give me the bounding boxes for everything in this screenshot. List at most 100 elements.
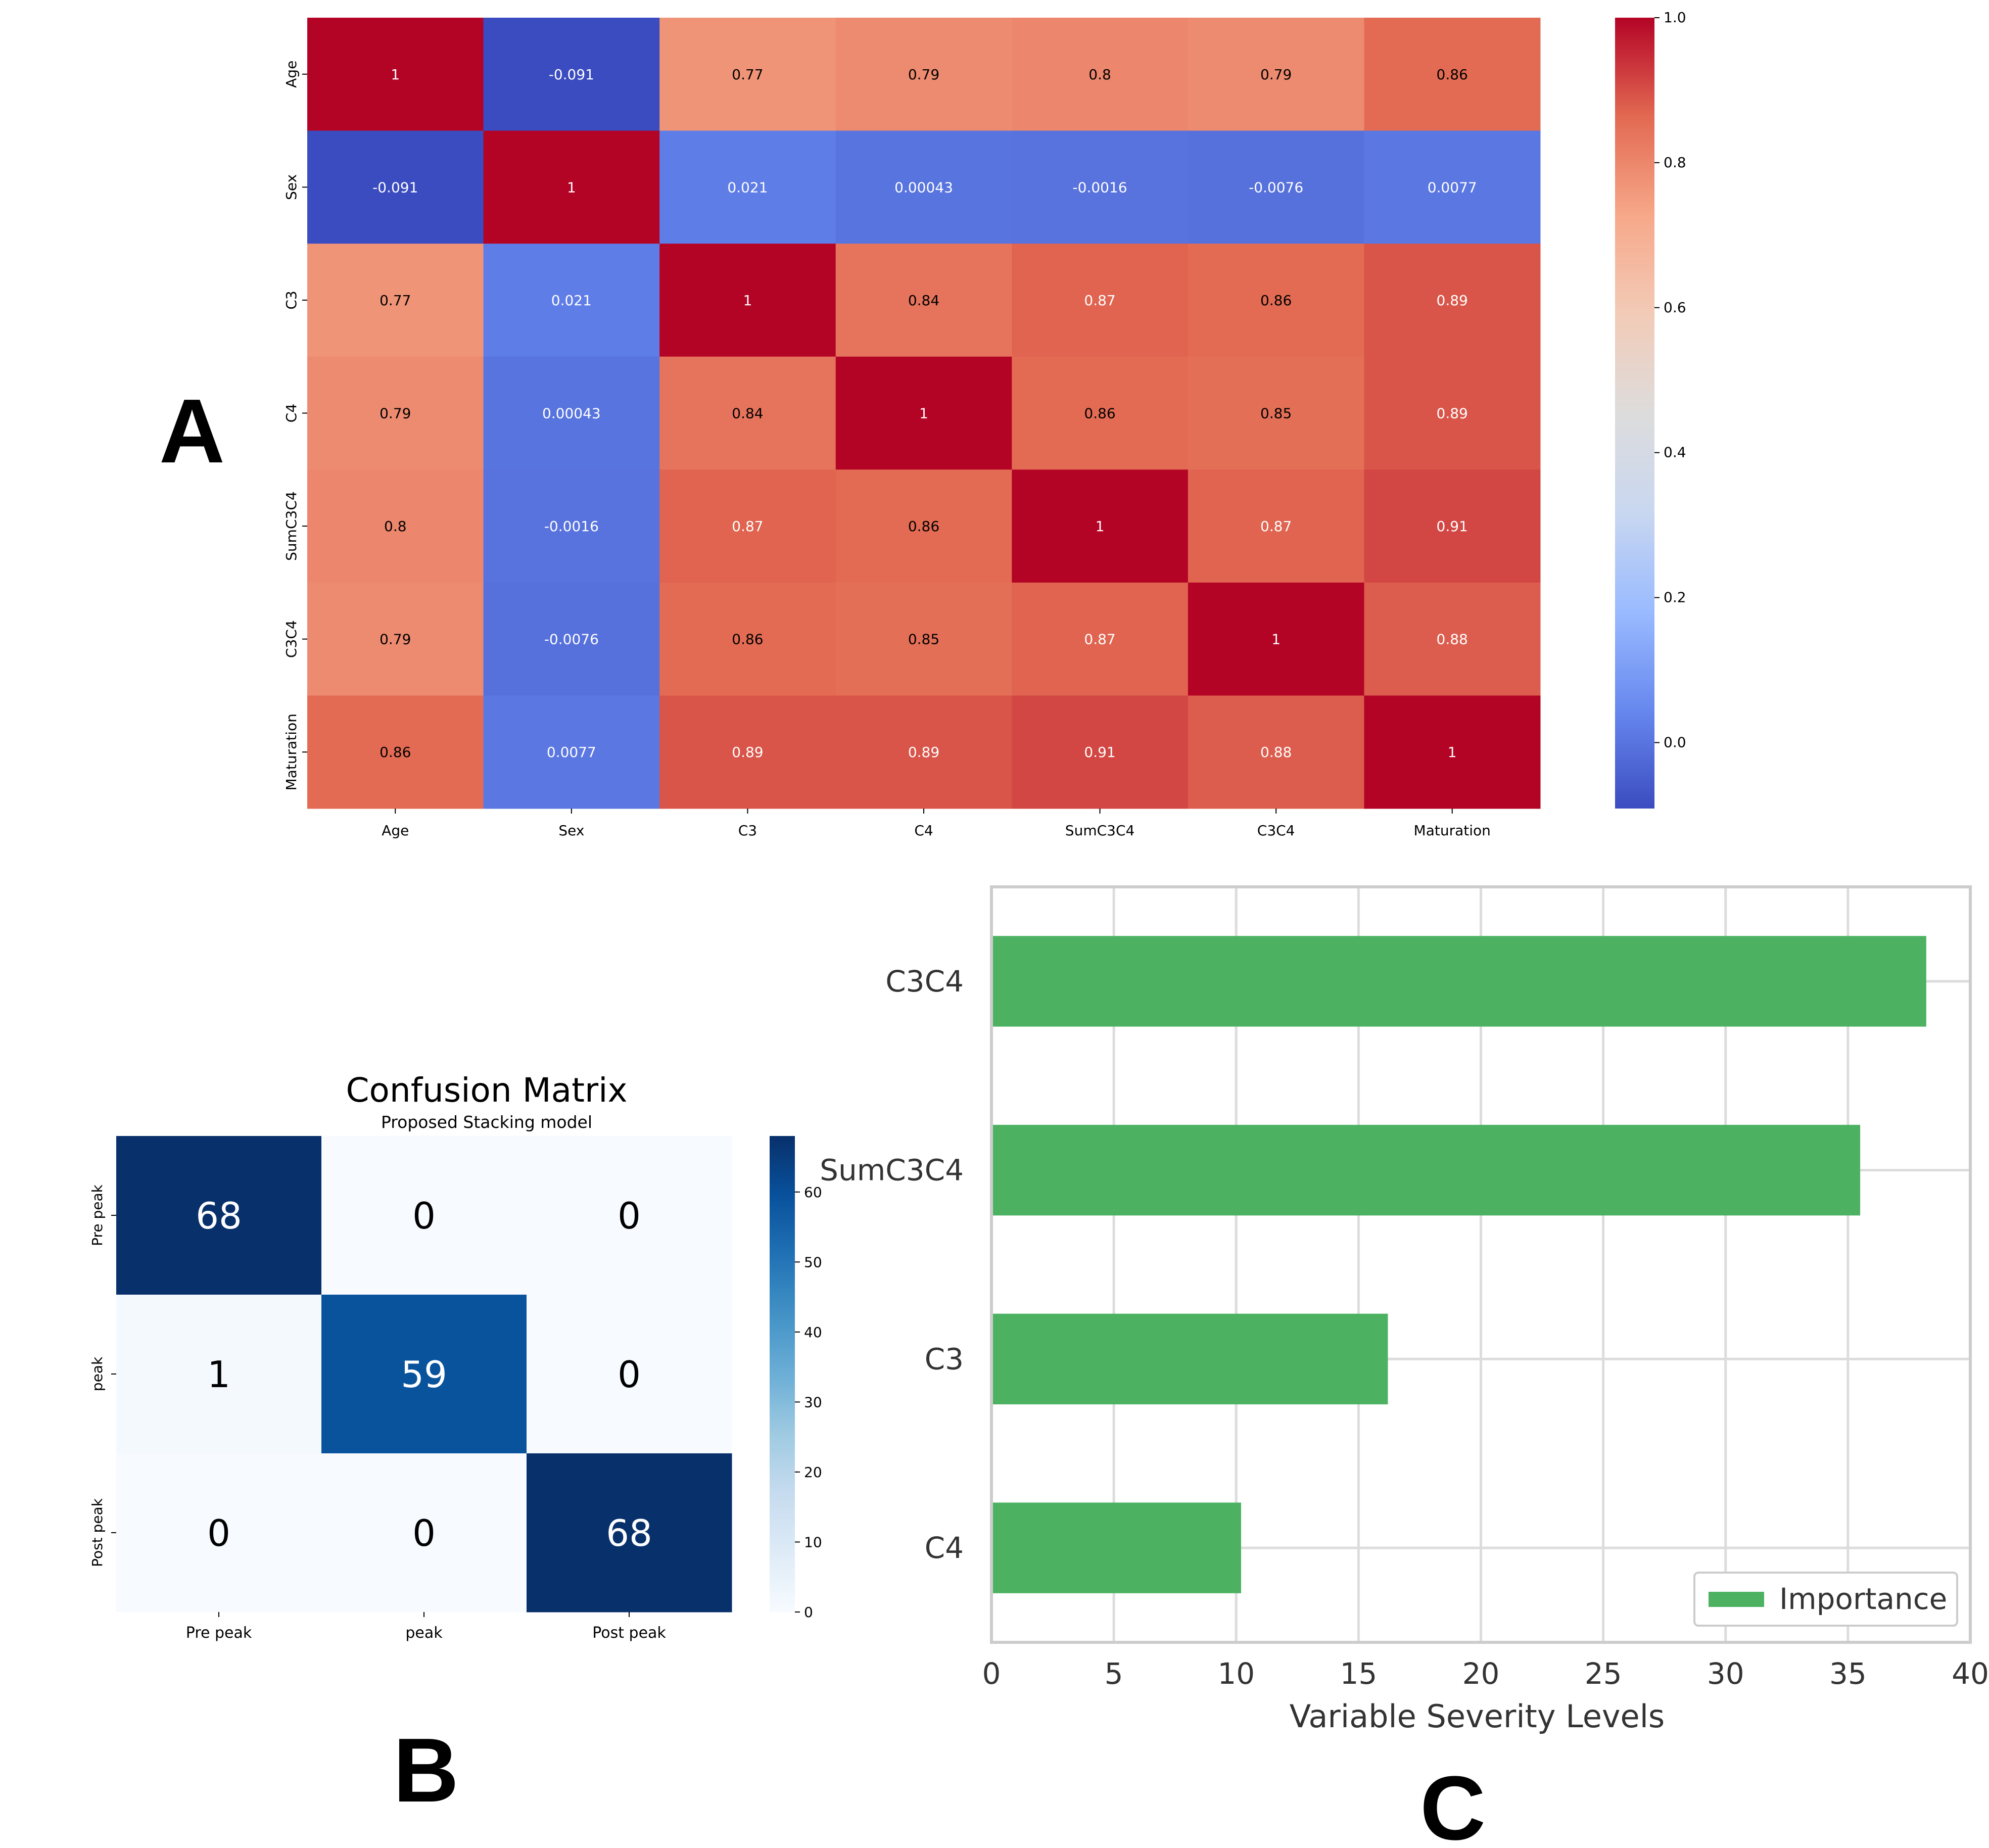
heatmap-cell-label: 0.89 (1437, 405, 1468, 422)
heatmap-cell (835, 130, 1012, 244)
heatmap-cell (659, 18, 836, 131)
colorbar-tick-label: 60 (804, 1184, 822, 1201)
colorbar-tick-label: 0.8 (1664, 154, 1686, 171)
confusion-matrix-subtitle: Proposed Stacking model (381, 1112, 592, 1132)
y-tick-label: SumC3C4 (283, 491, 300, 561)
x-tick-label: peak (405, 1624, 443, 1642)
plot-frame (990, 885, 1972, 1644)
y-tick-label: Pre peak (89, 1184, 106, 1246)
heatmap-cell-label: 0.86 (1260, 292, 1292, 309)
feature-importance-chart: Variable Severity Levels 0 5 10 15 20 25 30 35 4… (820, 885, 1989, 1735)
heatmap-cell (1364, 695, 1541, 809)
colorbar-tick-label: 40 (804, 1324, 822, 1341)
correlation-heatmap: 1 -0.091 0.77 0.79 0.8 0.79 0.86 -0.091 1 0.021 0.… (283, 9, 1686, 839)
heatmap-cell (1012, 18, 1189, 131)
x-tick-label: 5 (1105, 1656, 1123, 1691)
heatmap-cell (483, 469, 660, 583)
heatmap-cell-label: -0.0016 (1073, 179, 1127, 196)
heatmap-cell (659, 695, 836, 809)
colorbar-tick-label: 0 (804, 1604, 813, 1621)
heatmap-cell-label: 0.88 (1437, 631, 1468, 648)
heatmap-cell (1188, 130, 1364, 244)
heatmap-cell (307, 695, 484, 809)
heatmap-cell-label: -0.0076 (544, 631, 599, 648)
heatmap-cell-label: 0.85 (908, 631, 939, 648)
heatmap-cell-label: 0.86 (1084, 405, 1115, 422)
heatmap-cell-label: 1 (743, 292, 752, 309)
importance-bar (991, 1124, 1861, 1216)
x-tick-label: 10 (1217, 1656, 1255, 1691)
heatmap-cell-label: 0.86 (908, 518, 939, 535)
x-tick-label: C3C4 (1257, 822, 1295, 839)
importance-x-axis-label: Variable Severity Levels (1290, 1698, 1665, 1735)
x-tick-label: Post peak (592, 1624, 666, 1642)
heatmap-cell (835, 582, 1012, 696)
confusion-cell (116, 1453, 322, 1613)
heatmap-cell-label: 0.8 (1088, 66, 1111, 83)
heatmap-cell-label: 0.87 (1084, 292, 1115, 309)
heatmap-cell-label: 0.87 (1084, 631, 1115, 648)
heatmap-cell-label: 0.77 (380, 292, 411, 309)
heatmap-cell (1188, 469, 1364, 583)
confusion-cell-label: 68 (606, 1512, 652, 1554)
heatmap-cell-label: -0.091 (549, 66, 594, 83)
colorbar-tick-label: 0.6 (1664, 299, 1686, 316)
confusion-cell-label: 0 (618, 1353, 641, 1396)
confusion-cell (527, 1453, 732, 1613)
x-tick-label: Sex (558, 822, 584, 839)
heatmap-cell (835, 695, 1012, 809)
y-tick-label: Maturation (283, 714, 300, 790)
legend-box (1693, 1572, 1958, 1627)
heatmap-cell-label: 1 (919, 405, 928, 422)
y-tick-label: C3 (283, 291, 300, 309)
x-tick-label: 40 (1952, 1656, 1989, 1691)
heatmap-cell-label: -0.0016 (544, 518, 599, 535)
heatmap-cell-label: 0.84 (732, 405, 763, 422)
heatmap-cell-label: 1 (1096, 518, 1105, 535)
colorbar (770, 1136, 795, 1612)
heatmap-cell-label: 0.00043 (894, 179, 953, 196)
heatmap-cell-label: 0.021 (727, 179, 768, 196)
heatmap-cell (307, 18, 484, 131)
heatmap-cell (1188, 244, 1364, 357)
heatmap-cell-label: 0.91 (1084, 744, 1115, 761)
y-tick-label: Post peak (89, 1498, 106, 1567)
y-tick-label: SumC3C4 (820, 1153, 964, 1188)
colorbar-tick-label: 0.0 (1664, 734, 1686, 750)
heatmap-cell (307, 356, 484, 470)
importance-bar (991, 1502, 1241, 1593)
heatmap-cell (1364, 244, 1541, 357)
legend-label: Importance (1779, 1582, 1947, 1616)
heatmap-cell-label: 0.021 (551, 292, 592, 309)
legend-swatch (1709, 1592, 1764, 1607)
heatmap-cell-label: 0.79 (380, 405, 411, 422)
colorbar-tick-label: 0.4 (1664, 444, 1686, 461)
heatmap-cell (483, 244, 660, 357)
confusion-cell (527, 1136, 732, 1295)
confusion-matrix-title: Confusion Matrix (346, 1071, 627, 1110)
x-tick-label: C3 (738, 822, 757, 839)
y-tick-label: C4 (925, 1531, 964, 1565)
heatmap-cell-label: 0.91 (1437, 518, 1468, 535)
confusion-cell-label: 0 (412, 1195, 436, 1237)
heatmap-cell (307, 244, 484, 357)
heatmap-cell-label: 0.89 (732, 744, 763, 761)
heatmap-cell (483, 130, 660, 244)
heatmap-cell-label: 0.84 (908, 292, 939, 309)
heatmap-cell-label: 0.0077 (1428, 179, 1477, 196)
heatmap-cell-label: 0.79 (908, 66, 939, 83)
heatmap-cell (483, 582, 660, 696)
confusion-cell (321, 1136, 527, 1295)
heatmap-cell (835, 244, 1012, 357)
heatmap-cell (307, 130, 484, 244)
heatmap-cell-label: 0.87 (732, 518, 763, 535)
y-tick-label: Age (283, 61, 300, 88)
colorbar-tick-label: 10 (804, 1534, 822, 1550)
colorbar (1615, 18, 1654, 809)
heatmap-cell-label: 0.86 (1437, 66, 1468, 83)
confusion-cell-label: 1 (207, 1353, 230, 1396)
heatmap-cell (1012, 356, 1189, 470)
confusion-cell (527, 1295, 732, 1454)
heatmap-cell (1188, 582, 1364, 696)
